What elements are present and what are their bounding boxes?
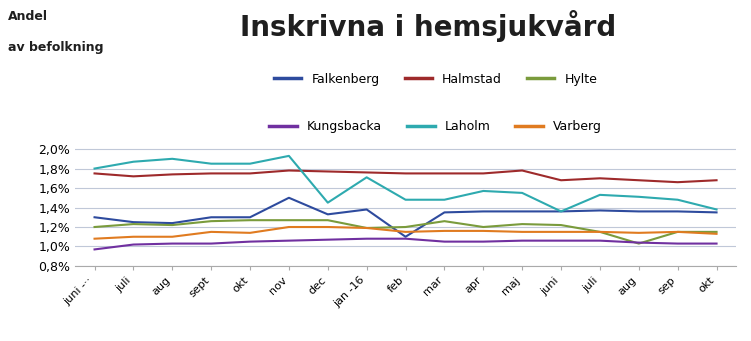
Text: av befolkning: av befolkning <box>8 41 103 54</box>
Text: Inskrivna i hemsjukvård: Inskrivna i hemsjukvård <box>240 10 616 42</box>
Text: Andel: Andel <box>8 10 47 23</box>
Legend: Falkenberg, Halmstad, Hylte: Falkenberg, Halmstad, Hylte <box>269 68 602 91</box>
Legend: Kungsbacka, Laholm, Varberg: Kungsbacka, Laholm, Varberg <box>264 115 607 138</box>
